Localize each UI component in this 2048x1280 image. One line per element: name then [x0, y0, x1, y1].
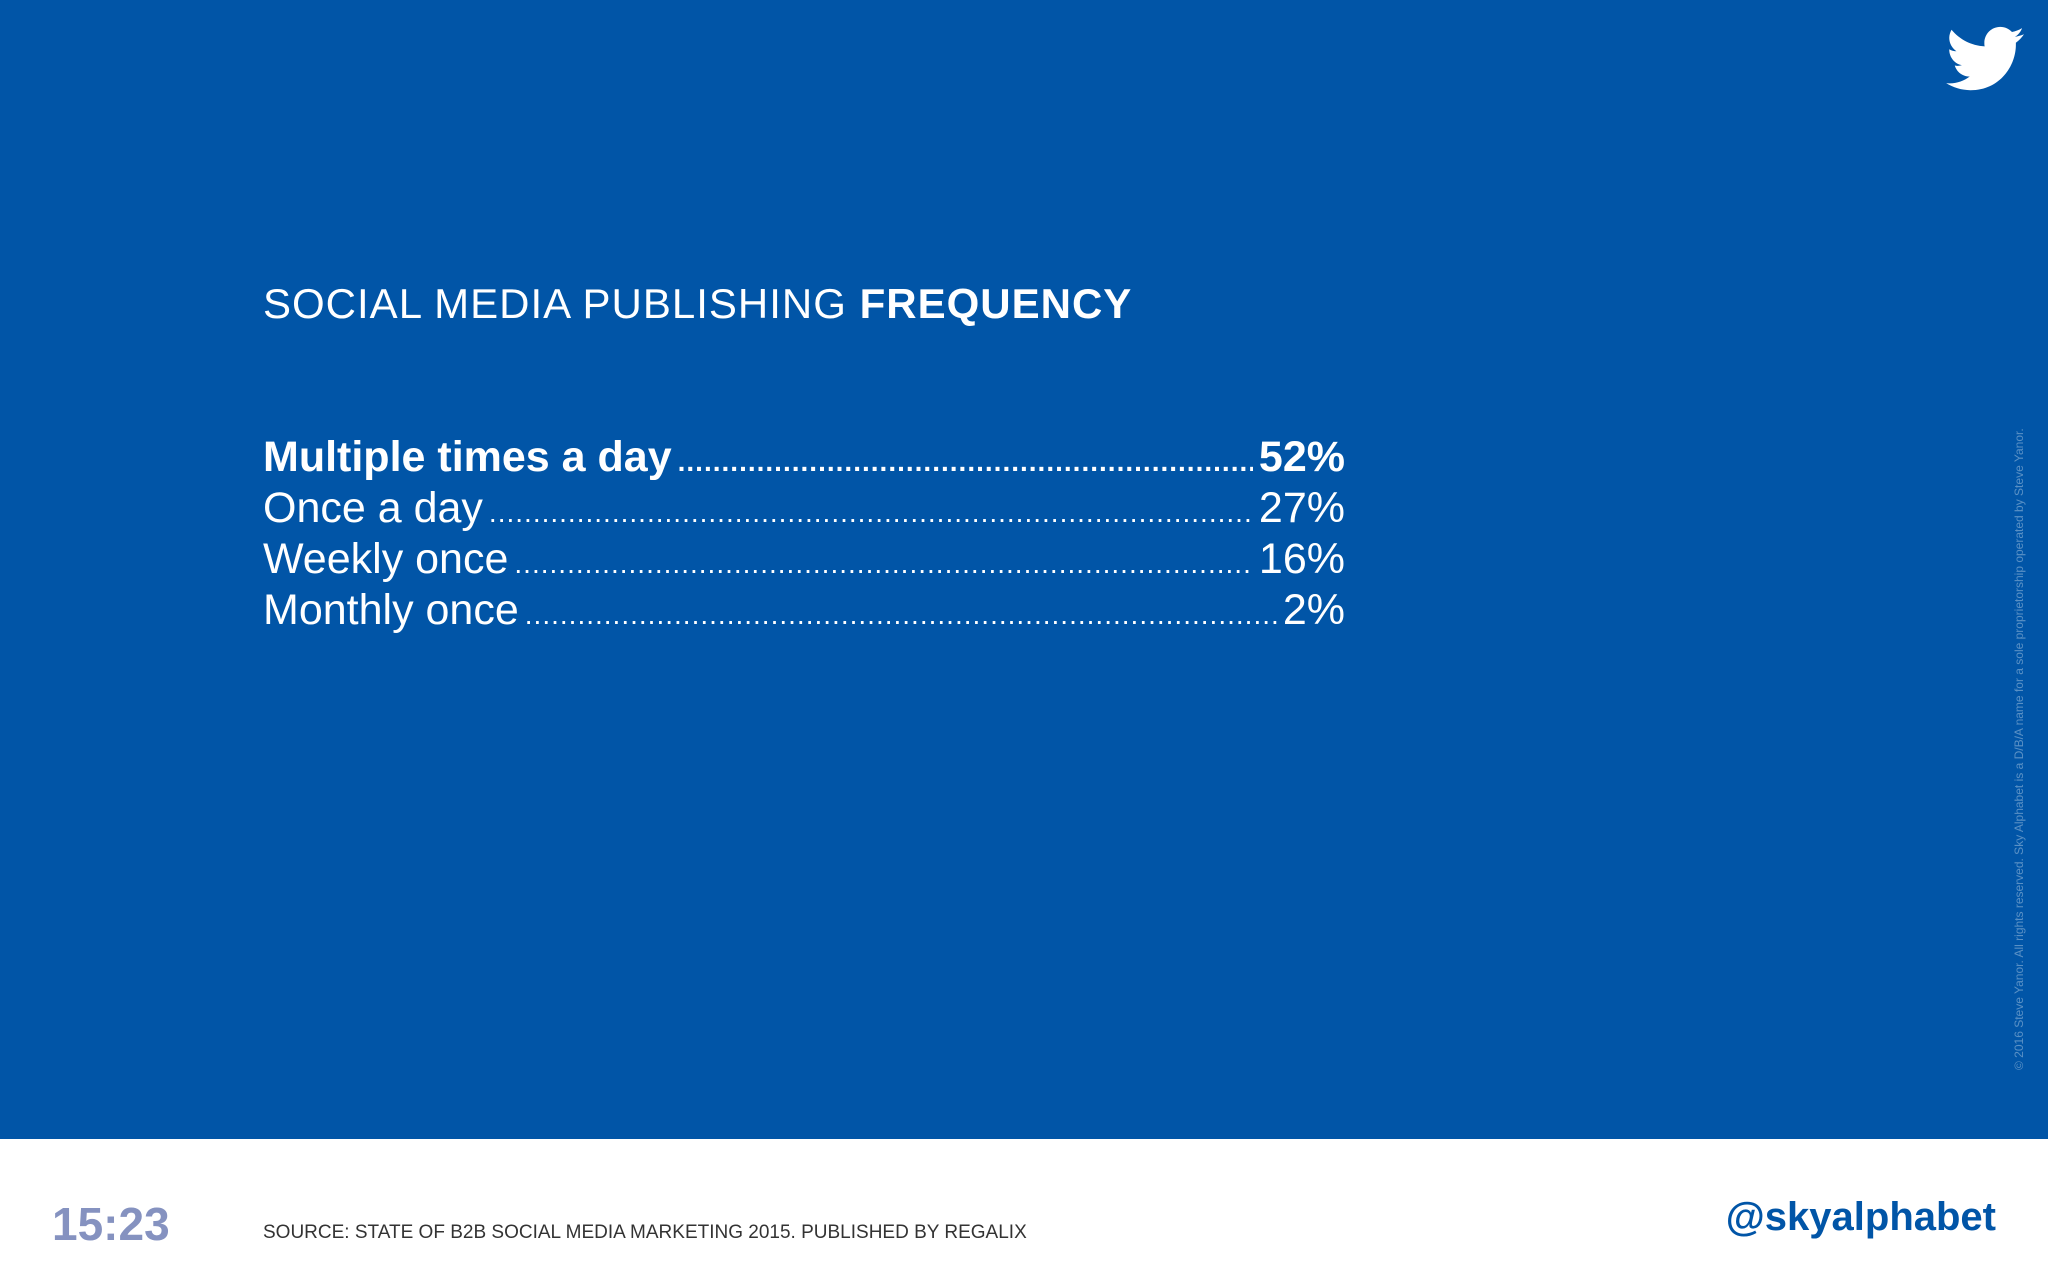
item-label: Multiple times a day	[263, 433, 672, 481]
list-item: Once a day 27%	[263, 483, 1345, 534]
list-item: Monthly once 2%	[263, 585, 1345, 636]
dot-leader	[489, 487, 1253, 538]
timestamp: 15:23	[52, 1198, 170, 1250]
list-item: Multiple times a day 52%	[263, 432, 1345, 483]
item-label: Weekly once	[263, 535, 509, 583]
item-value: 2%	[1282, 586, 1345, 634]
twitter-bird-icon	[1946, 26, 2024, 91]
item-value: 27%	[1258, 484, 1345, 532]
title-bold: FREQUENCY	[859, 280, 1133, 327]
dot-leader	[514, 538, 1253, 589]
dot-leader	[525, 589, 1277, 640]
item-value: 52%	[1258, 433, 1345, 481]
title-light: SOCIAL MEDIA PUBLISHING	[263, 280, 847, 327]
copyright-notice: © 2016 Steve Yanor. All rights reserved.…	[2012, 428, 2026, 1070]
frequency-list: Multiple times a day 52% Once a day 27% …	[263, 432, 1345, 636]
twitter-handle: @skyalphabet	[1725, 1195, 1996, 1239]
item-label: Once a day	[263, 484, 483, 532]
source-note: SOURCE: STATE OF B2B SOCIAL MEDIA MARKET…	[263, 1222, 1027, 1243]
item-value: 16%	[1258, 535, 1345, 583]
dot-leader	[678, 436, 1253, 487]
list-item: Weekly once 16%	[263, 534, 1345, 585]
item-label: Monthly once	[263, 586, 519, 634]
slide-title: SOCIAL MEDIA PUBLISHING FREQUENCY	[263, 280, 1132, 328]
slide-area: SOCIAL MEDIA PUBLISHING FREQUENCY Multip…	[0, 0, 2048, 1139]
